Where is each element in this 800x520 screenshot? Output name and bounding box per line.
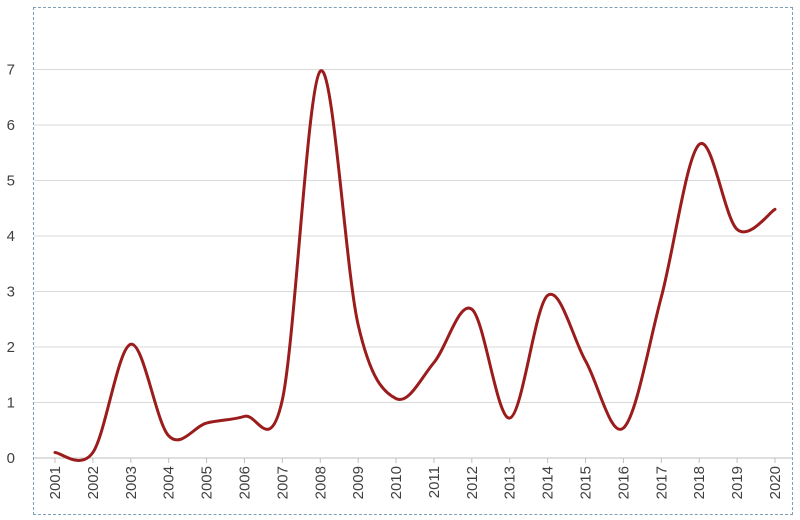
x-tick-label: 2009 [350,466,367,499]
x-tick-label: 2006 [236,466,253,499]
x-tick-label: 2008 [312,466,329,499]
y-tick-label: 6 [7,117,15,134]
x-tick-label: 2002 [85,466,102,499]
series-line-0 [53,69,777,462]
x-tick-label: 2013 [502,466,519,499]
x-tick-label: 2003 [123,466,140,499]
y-tick-label: 0 [7,450,15,467]
x-tick-label: 2015 [578,466,595,499]
y-tick-label: 7 [7,62,15,79]
y-tick-label: 4 [7,228,15,245]
x-tick-label: 2004 [161,466,178,499]
x-tick-label: 2007 [274,466,291,499]
x-tick-label: 2011 [426,466,443,498]
y-tick-label: 3 [7,284,15,301]
x-tick-label: 2005 [199,466,216,499]
gridlines [34,69,793,463]
x-tick-label: 2001 [47,466,64,499]
x-tick-label: 2014 [540,466,557,499]
y-tick-label: 2 [7,339,15,356]
x-tick-label: 2018 [691,466,708,499]
y-tick-label: 5 [7,173,15,190]
x-tick-label: 2016 [615,466,632,499]
y-tick-label: 1 [7,395,15,412]
x-tick-label: 2012 [464,466,481,499]
x-tick-label: 2020 [767,466,784,499]
y-axis-tick-labels: 0 1 2 3 4 5 6 7 [7,62,15,468]
x-tick-label: 2019 [729,466,746,499]
chart-frame [33,7,793,515]
x-axis-tick-labels: 2001 2002 2003 2004 2005 2006 2007 2008 2009 2010… [47,466,784,499]
series-lines [53,69,777,462]
x-tick-label: 2017 [653,466,670,499]
x-tick-label: 2010 [388,466,405,499]
